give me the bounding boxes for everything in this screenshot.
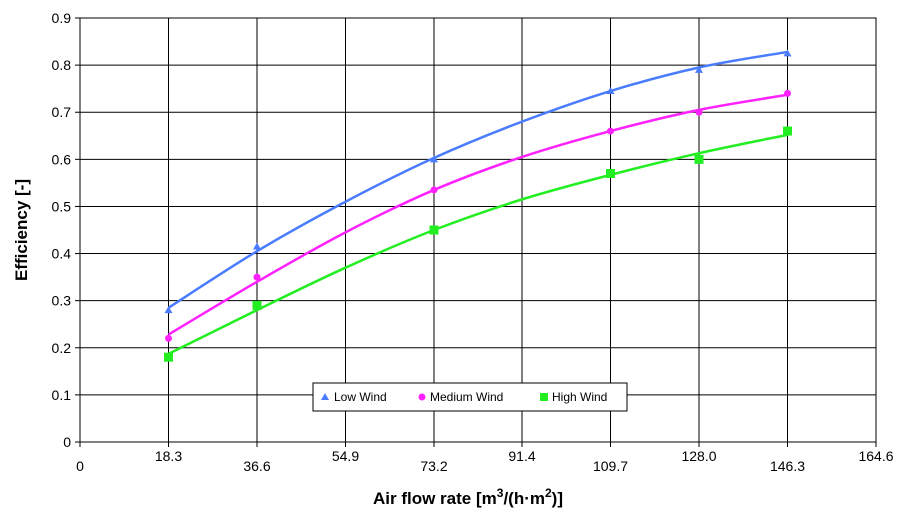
y-tick-labels: 0 0.1 0.2 0.3 0.4 0.5 0.6 0.7 0.8 0.9 (52, 10, 72, 450)
marker-medium-wind (164, 334, 172, 342)
x-tick-label: 164.6 (858, 448, 893, 464)
marker-high-wind (163, 352, 173, 362)
legend-marker-low-wind (321, 393, 329, 400)
y-tick-label: 0.3 (52, 293, 72, 309)
x-tick-label: 146.3 (770, 458, 805, 474)
x-tick-label: 36.6 (243, 458, 270, 474)
y-tick-label: 0.8 (52, 57, 72, 73)
marker-medium-wind (430, 186, 438, 194)
marker-low-wind (695, 65, 704, 73)
x-tick-label: 91.4 (508, 448, 535, 464)
marker-medium-wind (784, 89, 792, 97)
marker-high-wind (694, 154, 704, 164)
marker-low-wind (606, 87, 615, 95)
x-axis-label-end: )] (552, 489, 563, 508)
marker-low-wind (429, 155, 438, 163)
x-axis-label-main: Air flow rate [m (373, 489, 497, 508)
grid-lines (75, 17, 877, 447)
marker-medium-wind (607, 127, 615, 135)
marker-low-wind (783, 49, 792, 57)
x-axis-label-sup2: 2 (545, 486, 552, 500)
marker-high-wind (252, 300, 262, 310)
y-axis-label: Efficiency [-] (12, 179, 31, 281)
legend-box (312, 382, 628, 412)
trend-line-high-wind (167, 133, 788, 356)
marker-low-wind (164, 306, 173, 314)
plot-area (79, 17, 877, 443)
marker-high-wind (429, 225, 439, 235)
y-tick-label: 0.4 (52, 246, 72, 262)
y-tick-label: 0.6 (52, 151, 72, 167)
y-tick-label: 0 (63, 434, 71, 450)
trend-lines (167, 50, 788, 356)
x-tick-labels: 0 18.3 36.6 54.9 73.2 91.4 109.7 128.0 146.3 164.… (76, 448, 894, 474)
y-tick-label: 0.1 (52, 387, 72, 403)
y-tick-label: 0.9 (52, 10, 72, 26)
legend-label-low-wind: Low Wind (334, 390, 387, 404)
legend-label-medium-wind: Medium Wind (430, 390, 503, 404)
x-axis-label-sup1: 3 (497, 486, 504, 500)
legend-marker-medium-wind (418, 393, 426, 401)
x-tick-label: 0 (76, 458, 84, 474)
data-markers (163, 49, 793, 362)
legend-label-high-wind: High Wind (552, 390, 607, 404)
y-tick-label: 0.5 (52, 198, 72, 214)
x-axis-label-mid: /(h·m (503, 489, 545, 508)
x-axis-label: Air flow rate [m3/(h·m2)] (373, 486, 563, 508)
legend-marker-high-wind (540, 393, 548, 401)
x-tick-label: 128.0 (681, 448, 716, 464)
marker-low-wind (252, 242, 261, 250)
x-tick-label: 109.7 (593, 458, 628, 474)
marker-high-wind (783, 126, 793, 136)
marker-high-wind (606, 168, 616, 178)
marker-medium-wind (253, 273, 261, 281)
y-tick-label: 0.2 (52, 340, 72, 356)
marker-medium-wind (695, 108, 703, 116)
y-tick-label: 0.7 (52, 104, 72, 120)
legend: Low Wind Medium Wind High Wind (312, 382, 628, 412)
trend-line-low-wind (167, 50, 788, 309)
trend-line-medium-wind (167, 93, 788, 336)
x-tick-label: 54.9 (332, 448, 359, 464)
x-tick-label: 73.2 (420, 458, 447, 474)
x-tick-label: 18.3 (155, 448, 182, 464)
